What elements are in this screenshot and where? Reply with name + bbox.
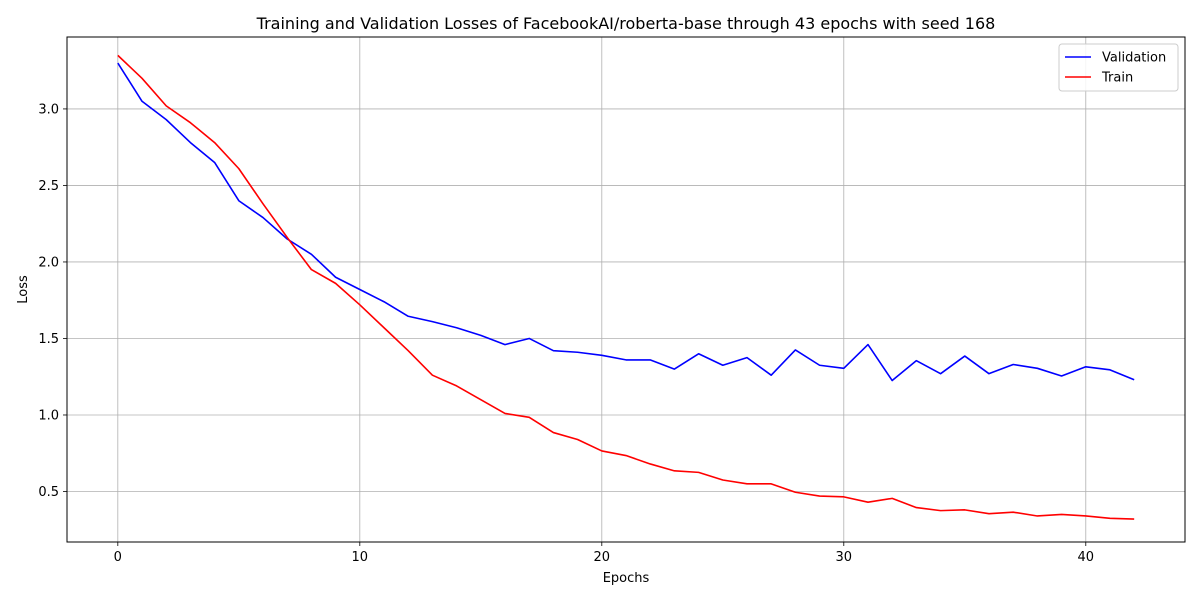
legend: Validation Train xyxy=(1058,43,1179,92)
legend-box xyxy=(1058,43,1179,92)
y-tick-label: 3.0 xyxy=(38,102,59,117)
x-axis-ticks: 0 10 20 30 40 xyxy=(114,542,1094,565)
series-line-train xyxy=(117,54,1135,520)
series-layer xyxy=(117,54,1135,520)
legend-label: Validation xyxy=(1102,51,1166,66)
y-tick-label: 2.5 xyxy=(38,179,59,194)
series-line-validation xyxy=(117,62,1135,382)
x-tick-label: 20 xyxy=(594,550,611,565)
plot-frame xyxy=(66,36,1186,543)
y-tick-label: 0.5 xyxy=(38,485,59,500)
x-tick-label: 10 xyxy=(352,550,369,565)
y-tick-label: 2.0 xyxy=(38,255,59,270)
x-tick-label: 30 xyxy=(836,550,853,565)
y-tick-label: 1.0 xyxy=(38,408,59,423)
chart-title: Training and Validation Losses of Facebo… xyxy=(256,14,996,33)
legend-label: Train xyxy=(1101,71,1133,86)
y-tick-label: 1.5 xyxy=(38,332,59,347)
y-axis-label: Loss xyxy=(16,275,31,304)
x-tick-label: 0 xyxy=(114,550,122,565)
grid-lines xyxy=(67,37,1185,542)
x-axis-label: Epochs xyxy=(603,571,650,586)
x-tick-label: 40 xyxy=(1078,550,1095,565)
y-axis-ticks: 0.5 1.0 1.5 2.0 2.5 3.0 xyxy=(38,102,67,500)
